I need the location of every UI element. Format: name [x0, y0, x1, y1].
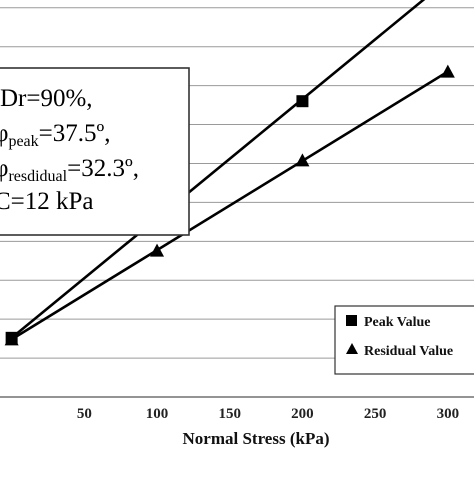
x-tick-label: 150: [218, 406, 241, 422]
phi-symbol: φ: [0, 155, 8, 182]
annotation-phi-peak: φpeak=37.5º,: [0, 120, 111, 150]
subscript-peak: peak: [8, 133, 38, 150]
annotation-dr: Dr=90%,: [0, 85, 93, 112]
x-tick-label: 250: [364, 406, 387, 422]
x-tick-label: 100: [146, 406, 169, 422]
legend-label-peak: Peak Value: [364, 315, 431, 330]
x-tick-label: 200: [291, 406, 314, 422]
annotation-phi-residual: φresdidual=32.3º,: [0, 155, 139, 185]
peak-angle: =37.5º,: [39, 120, 111, 147]
annotation-frame: [0, 67, 190, 236]
annotation-cohesion: C=12 kPa: [0, 188, 94, 215]
x-tick-label: 50: [77, 406, 92, 422]
residual-angle: =32.3º,: [67, 155, 139, 182]
legend-frame: [334, 305, 474, 375]
legend: Peak Value Residual Value: [334, 305, 474, 375]
legend-label-residual: Residual Value: [364, 344, 453, 359]
subscript-residual: resdidual: [8, 168, 67, 185]
series-residual: [4, 64, 455, 346]
legend-square-marker: [346, 315, 357, 326]
series-line: [10, 70, 449, 341]
data-point-triangle: [4, 332, 19, 346]
x-axis-title: Normal Stress (kPa): [183, 429, 330, 448]
series-line: [10, 0, 426, 339]
x-tick-label: 300: [437, 406, 460, 422]
phi-symbol: φ: [0, 120, 8, 147]
data-point-triangle: [295, 153, 310, 167]
x-tick-labels: 50 100 150 200 250 300: [77, 406, 459, 422]
data-point-triangle: [150, 243, 165, 257]
annotation-box: Dr=90%, φpeak=37.5º, φresdidual=32.3º, C…: [0, 67, 190, 236]
data-point-square: [296, 95, 309, 108]
legend-triangle-marker: [346, 343, 358, 354]
data-point-triangle: [440, 64, 455, 78]
